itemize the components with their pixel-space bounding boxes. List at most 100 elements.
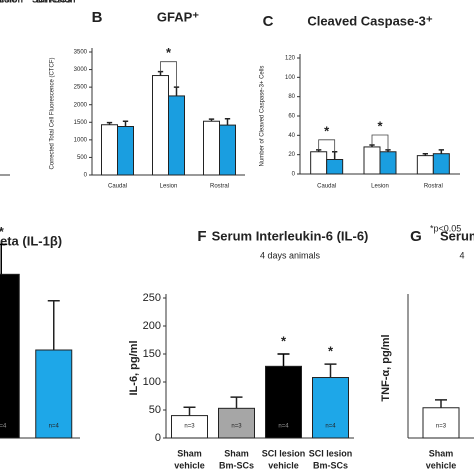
x-tick-label: SCI lesion bbox=[0, 0, 23, 4]
error-bar bbox=[183, 406, 196, 416]
bar bbox=[117, 126, 134, 176]
chart-subtitle: 4 bbox=[459, 250, 464, 260]
n-label: n=3 bbox=[184, 424, 195, 430]
x-tick-label: SCI lesion bbox=[309, 448, 353, 458]
x-tick-label: Bm-SCs bbox=[219, 460, 254, 470]
n-label: n=3 bbox=[231, 424, 242, 430]
bar bbox=[0, 273, 20, 439]
error-bar bbox=[332, 151, 338, 160]
x-tick-label: vehicle bbox=[0, 0, 17, 4]
chart-title: GFAP⁺ bbox=[157, 9, 199, 24]
error-bar bbox=[435, 399, 447, 408]
error-bar bbox=[157, 70, 164, 76]
bar bbox=[152, 75, 169, 176]
y-tick-label: 50 bbox=[149, 404, 161, 416]
x-tick-label: SCI lesion bbox=[32, 0, 76, 4]
significance-bracket bbox=[318, 139, 336, 152]
error-bar bbox=[208, 118, 215, 122]
chart-title: Cleaved Caspase-3⁺ bbox=[307, 13, 433, 28]
panel-label: G bbox=[410, 228, 422, 245]
bar bbox=[416, 155, 434, 175]
bar bbox=[101, 124, 118, 176]
n-label: n=4 bbox=[49, 424, 60, 430]
significance-star: * bbox=[0, 224, 5, 239]
significance-star: * bbox=[377, 118, 383, 133]
bar bbox=[379, 151, 397, 175]
y-axis-label: IL-6, pg/ml bbox=[128, 341, 140, 396]
chart-title: eta (IL-1β) bbox=[0, 233, 62, 248]
x-tick-label: Caudal bbox=[108, 184, 127, 190]
bar bbox=[35, 349, 73, 439]
y-tick-label: 0 bbox=[292, 172, 296, 178]
footnote: *p<0.05 bbox=[430, 223, 461, 233]
y-tick-label: 100 bbox=[143, 376, 161, 388]
y-tick-label: 2500 bbox=[74, 85, 88, 91]
bar bbox=[219, 124, 236, 176]
x-tick-label: vehicle bbox=[426, 460, 457, 470]
y-tick-label: 3000 bbox=[74, 67, 88, 73]
y-tick-label: 0 bbox=[84, 173, 88, 179]
y-tick-label: 60 bbox=[288, 114, 295, 120]
n-label: n=4 bbox=[325, 424, 336, 430]
y-tick-label: 250 bbox=[143, 292, 161, 304]
bar bbox=[422, 407, 460, 439]
error-bar bbox=[230, 396, 243, 409]
panel-label: B bbox=[92, 9, 103, 26]
y-tick-label: 0 bbox=[155, 432, 161, 444]
error-bar bbox=[224, 118, 231, 126]
y-tick-label: 100 bbox=[285, 75, 296, 81]
y-tick-label: 1000 bbox=[74, 137, 88, 143]
error-bar bbox=[106, 121, 113, 125]
bar bbox=[326, 159, 344, 175]
bar bbox=[203, 120, 220, 176]
significance-star: * bbox=[324, 123, 330, 138]
x-tick-label: Caudal bbox=[317, 184, 336, 190]
y-tick-label: 2000 bbox=[74, 102, 88, 108]
y-tick-label: 80 bbox=[288, 94, 295, 100]
y-axis-label: Number of Cleaved Caspase-3+ Cells bbox=[260, 66, 266, 167]
error-bar bbox=[173, 86, 180, 96]
x-tick-label: vehicle bbox=[268, 460, 299, 470]
bar bbox=[265, 365, 302, 439]
significance-bracket bbox=[371, 134, 389, 150]
error-bar bbox=[0, 243, 8, 275]
significance-bracket bbox=[160, 61, 177, 88]
error-bar bbox=[122, 120, 129, 127]
panel-label: F bbox=[197, 228, 206, 245]
y-tick-label: 1500 bbox=[74, 120, 88, 126]
y-tick-label: 200 bbox=[143, 320, 161, 332]
significance-star: * bbox=[166, 45, 172, 60]
error-bar bbox=[422, 152, 428, 156]
significance-star: * bbox=[281, 333, 287, 348]
y-tick-label: 3500 bbox=[74, 50, 88, 56]
y-tick-label: 20 bbox=[288, 152, 295, 158]
x-tick-label: vehicle bbox=[174, 460, 205, 470]
x-tick-label: Sham bbox=[429, 448, 454, 458]
x-tick-label: Lesion bbox=[371, 184, 389, 190]
chart-title: Serum Tum bbox=[440, 228, 474, 243]
significance-star: * bbox=[328, 344, 334, 359]
x-tick-label: Lesion bbox=[160, 184, 178, 190]
x-tick-label: Sham bbox=[224, 448, 249, 458]
x-tick-label: Bm-SCs bbox=[36, 0, 71, 4]
bar bbox=[432, 153, 450, 175]
y-axis-label: Corrected Total Cell Fluorescence (CTCF) bbox=[50, 58, 56, 170]
bar bbox=[363, 146, 381, 175]
y-tick-label: 40 bbox=[288, 133, 295, 139]
x-tick-label: Rostral bbox=[210, 184, 229, 190]
error-bar bbox=[47, 299, 60, 350]
n-label: n=4 bbox=[278, 424, 289, 430]
x-tick-label: SCI lesion bbox=[262, 448, 306, 458]
y-axis-label: TNF-α, pg/ml bbox=[380, 334, 392, 401]
error-bar bbox=[277, 353, 290, 367]
bar bbox=[218, 407, 255, 439]
y-tick-label: 500 bbox=[77, 155, 88, 161]
x-tick-label: Bm-SCs bbox=[313, 460, 348, 470]
panel-label: C bbox=[263, 13, 274, 30]
y-tick-label: 150 bbox=[143, 348, 161, 360]
bar bbox=[168, 95, 185, 176]
y-tick-label: 120 bbox=[285, 56, 296, 62]
error-bar bbox=[324, 363, 337, 378]
x-tick-label: Sham bbox=[177, 448, 202, 458]
